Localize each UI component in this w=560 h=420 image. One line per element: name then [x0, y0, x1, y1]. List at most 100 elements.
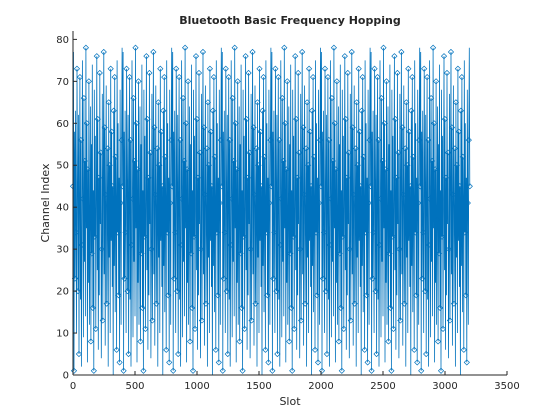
data-point: [278, 195, 285, 202]
data-point: [365, 199, 372, 207]
data-point: [131, 157, 138, 165]
data-point: [165, 292, 172, 299]
data-point: [424, 74, 431, 81]
data-point: [234, 78, 241, 85]
data-point: [283, 166, 290, 173]
data-point: [337, 304, 344, 311]
data-point: [176, 74, 183, 81]
data-point: [216, 199, 223, 207]
data-point: [299, 48, 306, 56]
data-point: [202, 300, 210, 307]
data-point: [325, 136, 333, 144]
data-point: [318, 367, 326, 374]
data-point: [144, 116, 151, 123]
data-point: [417, 183, 424, 190]
data-point: [91, 233, 98, 240]
data-point: [292, 53, 299, 60]
data-point: [418, 367, 425, 374]
data-point: [243, 116, 250, 123]
data-point: [208, 183, 215, 190]
data-point: [332, 166, 339, 173]
data-point: [259, 107, 266, 114]
data-point: [85, 78, 92, 85]
data-point: [357, 183, 364, 190]
data-point: [95, 174, 102, 181]
data-point: [117, 199, 124, 207]
data-point: [164, 229, 171, 236]
data-point: [251, 191, 258, 198]
data-point: [427, 195, 434, 202]
data-point: [186, 338, 194, 345]
data-point: [319, 275, 327, 282]
data-point: [121, 275, 128, 282]
data-point: [239, 367, 246, 374]
data-point: [353, 99, 360, 106]
data-point: [194, 174, 202, 181]
data-point: [160, 107, 167, 114]
data-point: [454, 65, 461, 72]
data-point: [367, 183, 374, 190]
data-point: [145, 174, 152, 181]
data-point: [129, 195, 136, 202]
data-point: [389, 233, 396, 240]
data-point: [393, 174, 400, 181]
x-tick-label: 3000: [432, 381, 457, 392]
data-point: [458, 74, 465, 81]
data-point: [157, 65, 164, 72]
data-point: [96, 69, 103, 77]
data-point: [229, 95, 236, 102]
data-point: [384, 216, 391, 223]
x-tick-label: 2500: [370, 381, 395, 392]
data-point: [195, 69, 203, 77]
data-point: [86, 216, 93, 223]
data-point: [359, 74, 366, 81]
data-point: [123, 65, 130, 72]
data-point: [305, 162, 312, 169]
data-point: [122, 229, 129, 236]
data-point: [450, 300, 458, 307]
data-point: [453, 162, 460, 169]
data-point: [268, 183, 275, 190]
x-tick-label: 1500: [246, 381, 271, 392]
data-point: [92, 325, 99, 332]
data-point: [197, 246, 205, 253]
data-point: [374, 74, 381, 81]
data-point: [87, 338, 94, 345]
data-point: [254, 99, 261, 106]
data-point: [273, 288, 280, 295]
data-point: [301, 191, 308, 198]
x-tick-label: 1000: [184, 381, 209, 392]
data-point: [182, 44, 189, 51]
data-point: [250, 124, 257, 131]
data-point: [159, 183, 166, 190]
axes: 0 500 1000 1500 2000 2500 3000 3500 0 10 20 30 40 50 6…: [56, 31, 520, 392]
data-point: [237, 250, 244, 257]
data-point: [105, 99, 112, 106]
data-point: [84, 166, 91, 173]
data-point: [252, 300, 259, 307]
data-point: [100, 48, 107, 56]
data-point: [415, 199, 422, 207]
data-point: [136, 216, 143, 223]
data-point: [98, 246, 105, 253]
data-point: [173, 65, 180, 72]
y-tick-label: 30: [56, 245, 69, 256]
data-point: [445, 246, 453, 253]
data-point: [351, 300, 358, 307]
data-point: [274, 350, 281, 358]
data-point: [178, 241, 185, 249]
data-point: [150, 48, 157, 56]
data-point: [82, 44, 89, 51]
data-point: [296, 149, 303, 156]
data-point: [170, 367, 177, 374]
data-point: [422, 288, 429, 295]
data-point: [221, 229, 228, 236]
data-point: [347, 317, 354, 324]
data-point: [228, 195, 235, 202]
data-point: [225, 74, 232, 81]
data-point: [352, 145, 359, 152]
data-point: [370, 229, 377, 236]
data-point: [381, 120, 388, 127]
data-point: [363, 292, 370, 299]
data-point: [460, 346, 467, 353]
